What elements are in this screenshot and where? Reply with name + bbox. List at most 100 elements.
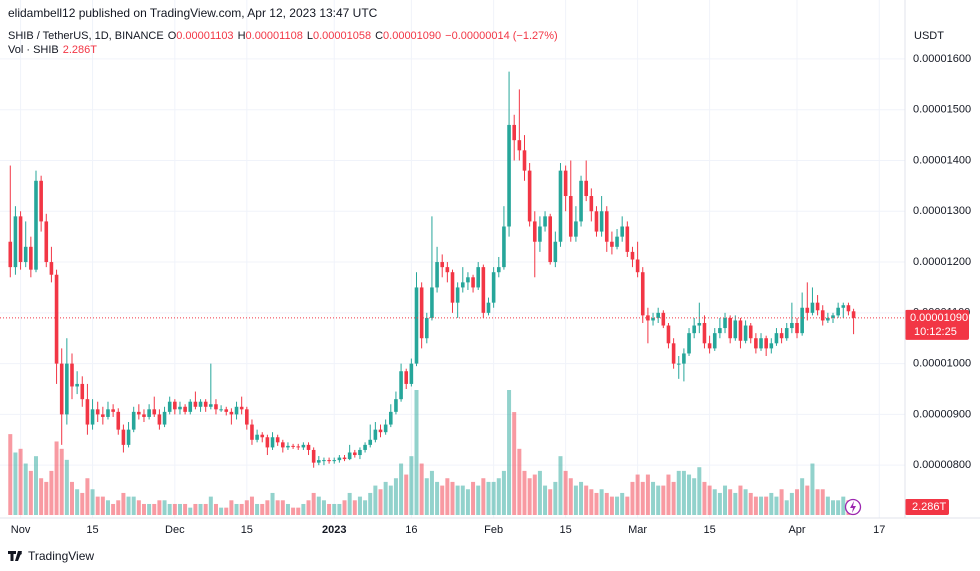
volume-bar xyxy=(558,456,563,515)
volume-bar xyxy=(666,474,671,515)
volume-badge xyxy=(905,499,949,515)
volume-bar xyxy=(363,500,368,515)
candle-body xyxy=(800,307,804,334)
volume-bar xyxy=(105,500,110,515)
volume-bar xyxy=(450,481,455,515)
volume-bar xyxy=(321,500,326,515)
x-tick-label: Dec xyxy=(165,524,185,536)
volume-bar xyxy=(759,496,764,515)
y-unit: USDT xyxy=(914,30,944,42)
volume-bar xyxy=(213,503,218,515)
candle-body xyxy=(106,409,110,417)
candle-body xyxy=(460,282,465,288)
candle-body xyxy=(430,287,434,318)
volume-bar xyxy=(131,496,136,515)
volume-bar xyxy=(224,507,229,515)
candle-body xyxy=(49,262,54,275)
candle-body xyxy=(676,363,681,365)
volume-bar xyxy=(136,500,141,515)
candle-body xyxy=(532,221,537,242)
candle-body xyxy=(188,401,193,412)
candle-body xyxy=(342,457,347,460)
volume-bar xyxy=(507,390,512,515)
volume-bar xyxy=(527,478,532,515)
volume-bar xyxy=(280,500,285,515)
candle-body xyxy=(851,311,856,318)
candle-body xyxy=(779,333,784,339)
volume-bar xyxy=(733,492,738,515)
ohlc-item: H0.00001108 xyxy=(238,30,303,42)
candle-body xyxy=(784,328,789,339)
ohlc-item: L0.00001058 xyxy=(307,30,371,42)
volume-bar xyxy=(594,492,599,515)
volume-bar xyxy=(13,452,18,515)
volume-bar xyxy=(419,463,424,515)
volume-bar xyxy=(568,478,573,515)
candle-body xyxy=(327,460,331,462)
candle-body xyxy=(502,226,506,268)
y-tick-label: 0.00001600 xyxy=(913,53,971,65)
volume-bar xyxy=(54,441,59,515)
candle-body xyxy=(142,414,146,417)
candle-body xyxy=(471,277,475,288)
volume-bar xyxy=(80,492,85,515)
volume-bar xyxy=(193,503,198,515)
candle-body xyxy=(712,333,717,349)
candle-body xyxy=(286,445,290,448)
candle-body xyxy=(394,399,398,412)
candle-body xyxy=(661,312,666,326)
candle-body xyxy=(538,226,542,242)
candle-body xyxy=(790,322,794,329)
x-tick-label: 15 xyxy=(241,524,253,536)
volume-bar xyxy=(532,474,537,515)
candle-body xyxy=(85,399,90,425)
volume-bar xyxy=(316,496,321,515)
volume-bar xyxy=(208,496,213,515)
volume-bar xyxy=(501,470,506,515)
volume-row: Vol · SHIB 2.286T xyxy=(8,44,97,56)
candle-body xyxy=(23,246,28,263)
candle-body xyxy=(234,406,239,415)
candle-body xyxy=(553,241,558,263)
alert-icon[interactable] xyxy=(844,498,862,516)
volume-bar xyxy=(85,478,90,515)
candle-body xyxy=(54,274,59,364)
volume-bar xyxy=(805,485,810,515)
x-tick-label: 2023 xyxy=(322,524,346,536)
volume-bar xyxy=(399,463,404,515)
candle-body xyxy=(245,409,249,425)
volume-bar xyxy=(455,485,460,515)
candle-body xyxy=(358,449,362,456)
candle-body xyxy=(270,437,275,448)
volume-bar xyxy=(28,470,33,515)
volume-bar xyxy=(465,489,470,515)
volume-bar xyxy=(291,507,296,515)
volume-bar xyxy=(234,503,239,515)
candle-body xyxy=(39,180,43,222)
candle-body xyxy=(229,411,234,415)
candle-body xyxy=(718,328,722,334)
x-tick-label: Feb xyxy=(484,524,503,536)
candle-body xyxy=(733,320,738,339)
volume-bar xyxy=(255,503,260,515)
symbol: SHIB / TetherUS, 1D, BINANCE xyxy=(8,30,164,42)
candle-body xyxy=(481,267,486,313)
ohlc-value: 0.00001090 xyxy=(383,30,442,42)
candle-body xyxy=(527,170,532,222)
volume-bar xyxy=(728,489,733,515)
volume-bar xyxy=(75,489,80,515)
volume-bar xyxy=(476,485,481,515)
volume-bar xyxy=(116,500,121,515)
byline: elidambell12 published on TradingView.co… xyxy=(8,6,378,20)
volume-bar xyxy=(723,485,728,515)
candle-body xyxy=(831,315,835,318)
volume-bar xyxy=(620,492,625,515)
ohlc-label: H xyxy=(237,30,246,42)
volume-bar xyxy=(265,500,270,515)
volume-bar xyxy=(244,500,249,515)
volume-bar xyxy=(836,500,841,515)
candle-body xyxy=(157,414,162,425)
volume-bar xyxy=(23,463,28,515)
volume-bar xyxy=(357,496,362,515)
candle-body xyxy=(625,226,630,252)
